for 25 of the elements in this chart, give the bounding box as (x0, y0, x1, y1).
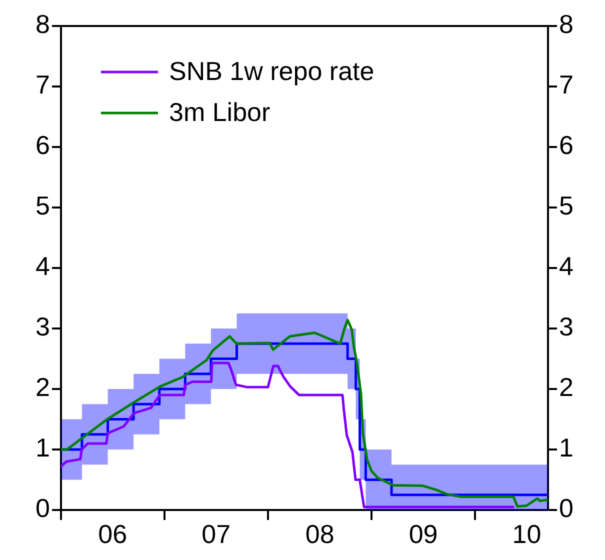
y-tick-label: 2 (36, 372, 50, 402)
legend-label: 3m Libor (169, 97, 270, 128)
y-tick-label: 8 (36, 9, 50, 40)
legend-label: SNB 1w repo rate (169, 56, 374, 86)
y2-tick-label: 2 (559, 372, 574, 402)
y-tick-label: 1 (36, 432, 50, 463)
x-tick-label: 10 (512, 518, 542, 549)
y-tick-label: 5 (36, 190, 50, 221)
x-tick-label: 06 (98, 518, 128, 549)
y2-tick-label: 6 (559, 130, 574, 160)
y2-tick-label: 7 (559, 70, 574, 100)
y-tick-label: 3 (36, 312, 50, 342)
y2-tick-label: 1 (559, 432, 574, 463)
y-tick-label: 0 (36, 493, 50, 524)
y-tick-label: 6 (36, 130, 50, 160)
x-tick-label: 07 (202, 518, 231, 549)
x-tick-label: 08 (305, 518, 334, 549)
y2-tick-label: 8 (559, 9, 574, 40)
y-tick-label: 4 (36, 251, 50, 282)
y2-tick-label: 5 (559, 190, 574, 221)
y-tick-label: 7 (36, 70, 50, 100)
y2-tick-label: 0 (559, 493, 574, 524)
x-tick-label: 09 (408, 518, 438, 549)
y2-tick-label: 3 (559, 312, 574, 342)
y2-tick-label: 4 (559, 251, 574, 282)
